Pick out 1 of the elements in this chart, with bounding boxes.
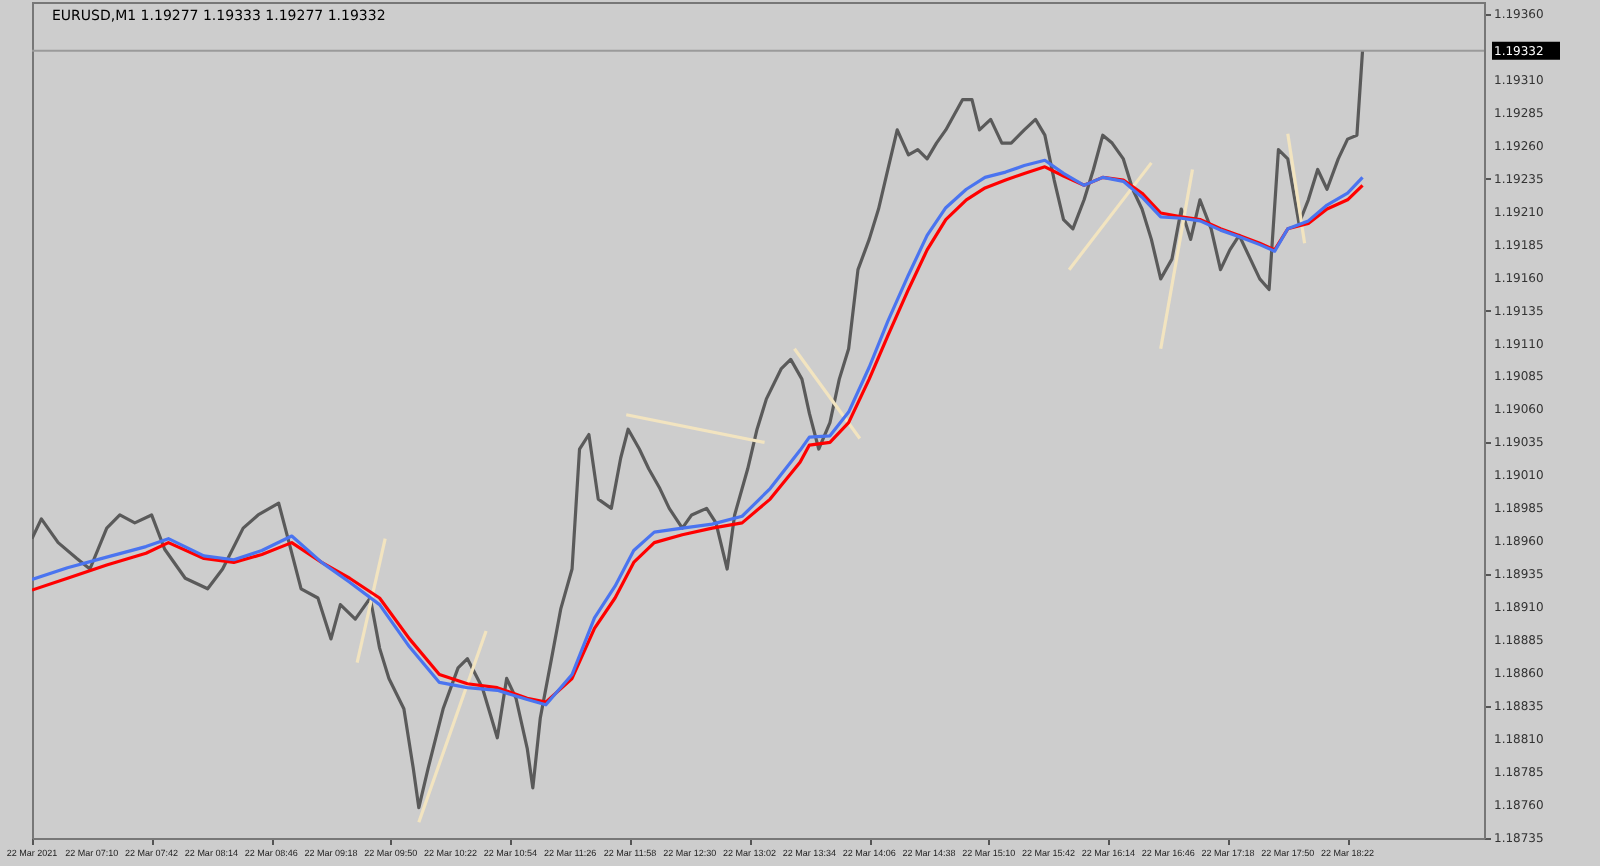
line-series xyxy=(32,49,1365,810)
